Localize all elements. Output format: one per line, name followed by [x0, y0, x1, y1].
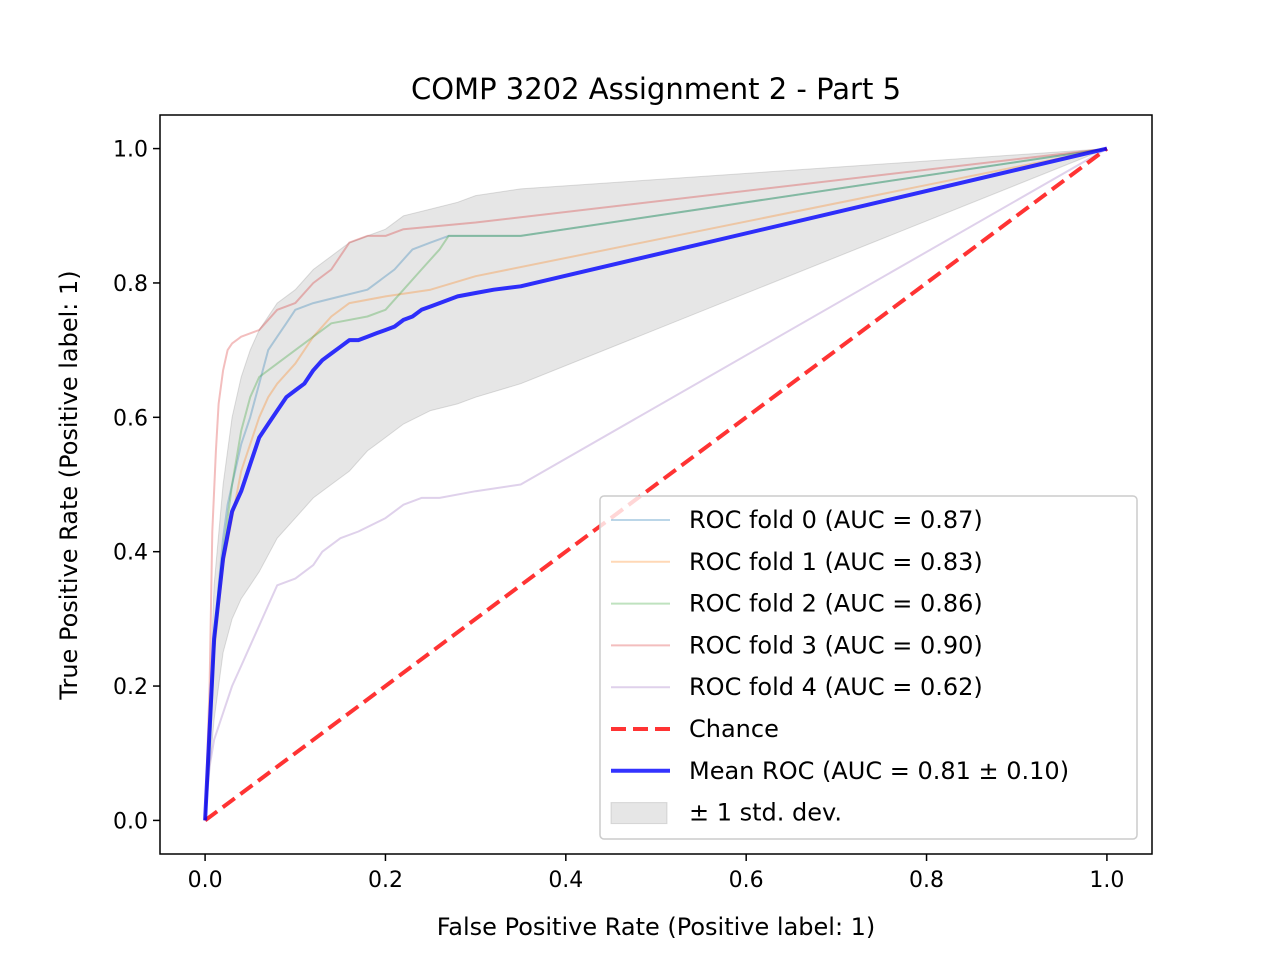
legend-label: ROC fold 2 (AUC = 0.86)	[689, 590, 983, 618]
series-line-roc-fold-4	[204, 147, 1108, 821]
x-tick-label: 0.6	[729, 868, 764, 893]
plot-area	[203, 146, 1109, 823]
y-axis-ticks: 0.0 0.2 0.4 0.6 0.8 1.0	[113, 138, 160, 834]
x-tick-label: 0.0	[188, 868, 223, 893]
series-layer	[203, 146, 1109, 823]
legend-swatch	[610, 802, 668, 825]
y-tick-label: 0.2	[113, 675, 148, 700]
x-axis-label: False Positive Rate (Positive label: 1)	[437, 913, 876, 941]
x-tick-label: 0.8	[909, 868, 944, 893]
series-line-roc-fold-3	[204, 147, 1108, 821]
x-tick-label: 1.0	[1089, 868, 1124, 893]
chart-title: COMP 3202 Assignment 2 - Part 5	[411, 72, 901, 106]
legend-label: ROC fold 3 (AUC = 0.90)	[689, 631, 983, 659]
x-tick-label: 0.2	[368, 868, 403, 893]
legend-box	[599, 495, 1138, 840]
y-tick-label: 0.8	[113, 272, 148, 297]
legend-label: ROC fold 1 (AUC = 0.83)	[689, 548, 983, 576]
y-axis-label: True Positive Rate (Positive label: 1)	[55, 270, 83, 700]
legend-item: ROC fold 0 (AUC = 0.87)	[611, 506, 983, 534]
series-line-mean-roc	[203, 146, 1108, 821]
legend-label: ± 1 std. dev.	[689, 799, 842, 827]
legend-label: Chance	[689, 715, 779, 743]
series-line-chance	[203, 146, 1109, 823]
y-tick-label: 1.0	[113, 138, 148, 163]
legend-label: Mean ROC (AUC = 0.81 ± 0.10)	[689, 757, 1069, 785]
x-axis-ticks: 0.0 0.2 0.4 0.6 0.8 1.0	[188, 854, 1124, 893]
legend-item: ROC fold 2 (AUC = 0.86)	[611, 590, 983, 618]
x-tick-label: 0.4	[548, 868, 583, 893]
y-tick-label: 0.6	[113, 406, 148, 431]
legend-item: ± 1 std. dev.	[610, 799, 842, 827]
legend-item: ROC fold 3 (AUC = 0.90)	[611, 631, 983, 659]
legend-item: ROC fold 1 (AUC = 0.83)	[611, 548, 983, 576]
legend-item: Chance	[611, 715, 779, 743]
legend-label: ROC fold 4 (AUC = 0.62)	[689, 673, 983, 701]
axes-frame	[159, 114, 1153, 855]
series-line-roc-fold-0	[204, 147, 1108, 821]
legend: ROC fold 0 (AUC = 0.87) ROC fold 1 (AUC =…	[599, 495, 1138, 840]
y-tick-label: 0.4	[113, 541, 148, 566]
y-tick-label: 0.0	[113, 809, 148, 834]
legend-item: ROC fold 4 (AUC = 0.62)	[611, 673, 983, 701]
legend-label: ROC fold 0 (AUC = 0.87)	[689, 506, 983, 534]
legend-item: Mean ROC (AUC = 0.81 ± 0.10)	[611, 757, 1069, 785]
